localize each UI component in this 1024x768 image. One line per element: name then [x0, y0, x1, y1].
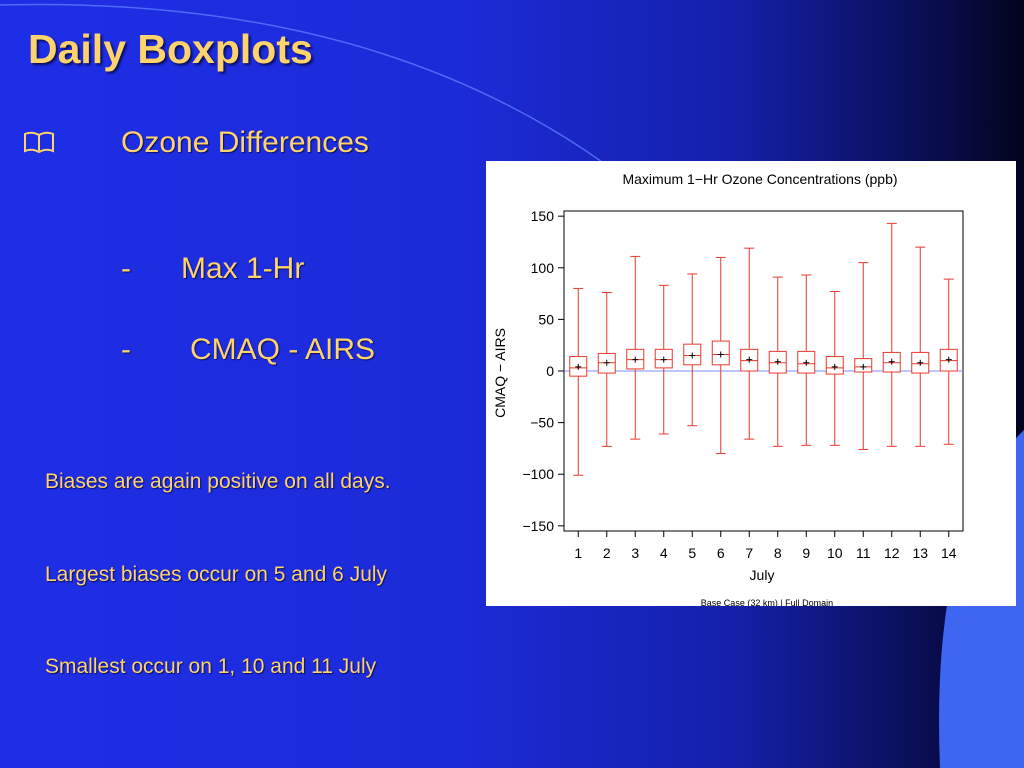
book-icon — [24, 131, 54, 154]
boxplot-day-7 — [740, 247, 759, 440]
boxplot-day-13 — [911, 246, 930, 447]
x-tick-label: 13 — [912, 545, 928, 561]
boxplot-day-3 — [626, 255, 645, 440]
boxplot-day-14 — [939, 278, 958, 445]
y-tick-label: −100 — [522, 466, 554, 482]
sub-item-cmaq-airs: CMAQ - AIRS — [190, 333, 376, 366]
chart-x-axis-label: July — [750, 567, 775, 583]
sub-item-dash-2: - — [121, 333, 131, 366]
y-tick-label: 0 — [546, 363, 554, 379]
x-tick-label: 12 — [884, 545, 900, 561]
x-tick-label: 9 — [802, 545, 810, 561]
boxplot-day-6 — [711, 256, 730, 455]
x-tick-label: 3 — [631, 545, 639, 561]
sub-item-dash-1: - — [121, 252, 131, 285]
heading-ozone-differences: Ozone Differences — [121, 126, 369, 159]
slide-title: Daily Boxplots — [28, 26, 313, 72]
y-tick-label: −150 — [522, 518, 554, 534]
boxplot-day-9 — [797, 274, 816, 446]
y-tick-label: 150 — [531, 208, 555, 224]
y-tick-label: 50 — [538, 311, 554, 327]
x-tick-label: 5 — [688, 545, 696, 561]
note-largest-biases: Largest biases occur on 5 and 6 July — [45, 563, 388, 586]
x-tick-label: 8 — [774, 545, 782, 561]
y-tick-label: −50 — [530, 415, 554, 431]
x-tick-label: 7 — [745, 545, 753, 561]
boxplot-chart-panel: Maximum 1−Hr Ozone Concentrations (ppb) … — [486, 161, 1016, 606]
boxplot-day-1 — [569, 287, 588, 476]
chart-title: Maximum 1−Hr Ozone Concentrations (ppb) — [622, 171, 897, 187]
x-tick-label: 1 — [574, 545, 582, 561]
x-tick-label: 10 — [827, 545, 843, 561]
sub-item-max-1hr: Max 1-Hr — [181, 252, 305, 285]
boxplot-day-11 — [854, 262, 873, 450]
boxplot-day-12 — [882, 222, 901, 447]
note-smallest-biases: Smallest occur on 1, 10 and 11 July — [45, 655, 377, 678]
chart-y-axis-label: CMAQ − AIRS — [492, 328, 508, 418]
y-tick-label: 100 — [531, 260, 555, 276]
x-tick-label: 4 — [660, 545, 668, 561]
boxplot-day-8 — [768, 276, 787, 447]
boxplot-day-5 — [683, 273, 702, 427]
boxplot-day-4 — [654, 284, 673, 435]
x-tick-label: 11 — [856, 545, 871, 561]
boxplot-day-2 — [597, 292, 616, 447]
chart-footnote: Base Case (32 km) | Full Domain — [701, 598, 833, 606]
note-biases-positive: Biases are again positive on all days. — [45, 470, 391, 493]
boxplot-day-10 — [825, 291, 844, 446]
x-tick-label: 14 — [941, 545, 957, 561]
x-tick-label: 2 — [603, 545, 611, 561]
x-tick-label: 6 — [717, 545, 725, 561]
boxplot-chart: Maximum 1−Hr Ozone Concentrations (ppb) … — [492, 171, 964, 606]
